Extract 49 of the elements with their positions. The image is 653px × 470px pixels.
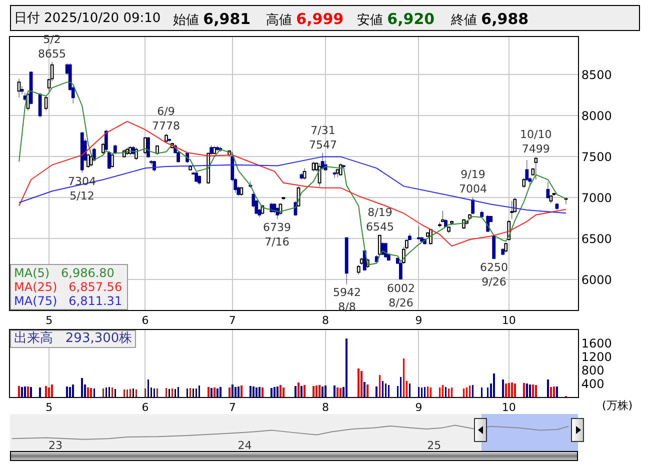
- x-tick-label: 23: [48, 439, 62, 452]
- y-tick-label: 8000: [581, 108, 612, 123]
- y-tick-label: 800: [581, 363, 604, 378]
- annotation: 9/19 7004: [459, 168, 487, 196]
- text: 始値 6,981: [173, 10, 251, 28]
- chart-title: 出来高 293,300株: [10, 330, 136, 348]
- x-tick-label: 7: [228, 401, 236, 414]
- y-tick-label: 1600: [581, 336, 612, 351]
- x-tick-label: 5: [46, 314, 53, 328]
- x-tick-label: 25: [427, 439, 442, 452]
- annotation: 5942 8/8: [333, 286, 361, 314]
- annotation: 8/19 6545: [366, 206, 394, 234]
- x-tick-label: 9: [415, 401, 422, 414]
- y-tick-label: 7000: [581, 190, 612, 205]
- x-tick-label: 24: [238, 439, 252, 452]
- x-tick-label: 6: [142, 314, 149, 328]
- y-tick-label: 6500: [581, 232, 612, 246]
- x-tick-label: 8: [322, 314, 330, 328]
- y-tick-label: 6000: [581, 272, 612, 287]
- annotation: 7304 5/12: [68, 175, 96, 202]
- line-series: [18, 120, 566, 247]
- annotation: 5/2 8655: [38, 33, 66, 60]
- x-tick-label: 7: [228, 314, 236, 328]
- x-tick-label: 10: [502, 401, 516, 414]
- annotation: 6002 8/26: [387, 282, 415, 310]
- text: 終値 6,988: [451, 10, 529, 28]
- candlestick: [441, 210, 444, 222]
- x-tick-label: 9: [415, 314, 422, 328]
- y-tick-label: 7500: [581, 150, 612, 164]
- annotation: 6739 7/16: [263, 221, 291, 248]
- text: 日付 2025/10/20 09:10: [14, 10, 161, 28]
- annotation: 6250 9/26: [480, 261, 508, 288]
- x-tick-label: 10: [502, 314, 516, 328]
- annotation: 6/9 7778: [152, 105, 180, 132]
- annotation: 10/10 7499: [520, 128, 552, 156]
- candlestick: [510, 200, 514, 219]
- y-axis-title: (万株): [602, 399, 633, 412]
- annotation: 7/31 7547: [309, 124, 337, 152]
- y-tick-label: 8500: [581, 68, 612, 82]
- x-tick-label: 8: [322, 401, 330, 414]
- text: MA(75) 6,811.31: [14, 294, 124, 308]
- x-tick-label: 6: [142, 401, 149, 414]
- y-tick-label: 400: [581, 376, 604, 391]
- text: 高値 6,999: [266, 10, 344, 28]
- text: 安値 6,920: [357, 10, 435, 28]
- x-tick-label: 5: [46, 401, 53, 414]
- y-tick-label: 1200: [581, 350, 612, 364]
- text: MA(5) 6,986.80: [14, 266, 116, 280]
- text: MA(25) 6,857.56: [14, 280, 124, 294]
